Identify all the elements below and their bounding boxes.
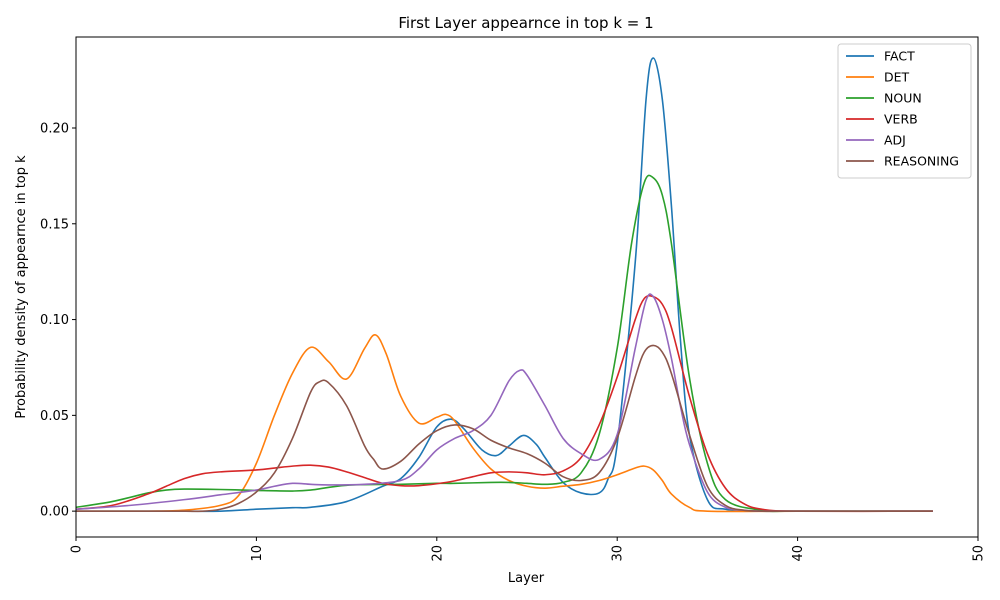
y-tick-label: 0.20 — [40, 121, 69, 136]
x-tick-label: 10 — [250, 545, 265, 562]
y-tick-label: 0.00 — [40, 505, 69, 520]
legend: FACT DET NOUN VERB ADJ REASONING — [837, 43, 972, 179]
chart-title: First Layer appearnce in top k = 1 — [398, 14, 653, 32]
legend-label-reasoning: REASONING — [884, 154, 959, 169]
x-tick-label: 40 — [791, 545, 806, 562]
series-line-reasoning — [76, 344, 933, 513]
series-line-verb — [75, 294, 933, 513]
x-axis: 0 10 20 30 40 50 — [70, 537, 987, 562]
plot-frame — [75, 36, 979, 538]
x-tick-label: 50 — [972, 545, 987, 562]
y-axis: 0.00 0.05 0.10 0.15 0.20 — [40, 121, 76, 520]
legend-label-fact: FACT — [884, 49, 915, 64]
y-tick-label: 0.05 — [40, 409, 69, 424]
y-tick-label: 0.10 — [40, 313, 69, 328]
x-tick-label: 20 — [430, 545, 445, 562]
series-line-noun — [75, 174, 933, 513]
x-tick-label: 0 — [70, 545, 85, 553]
legend-label-det: DET — [884, 70, 910, 85]
y-tick-label: 0.15 — [40, 217, 69, 232]
x-axis-label: Layer — [508, 571, 545, 586]
series-line-adj — [75, 293, 933, 513]
legend-label-noun: NOUN — [884, 91, 922, 106]
legend-label-verb: VERB — [884, 112, 918, 127]
plot-lines — [75, 57, 933, 513]
legend-label-adj: ADJ — [884, 133, 906, 148]
y-axis-label: Probability density of appearnce in top … — [14, 155, 29, 419]
x-tick-label: 30 — [611, 545, 626, 562]
